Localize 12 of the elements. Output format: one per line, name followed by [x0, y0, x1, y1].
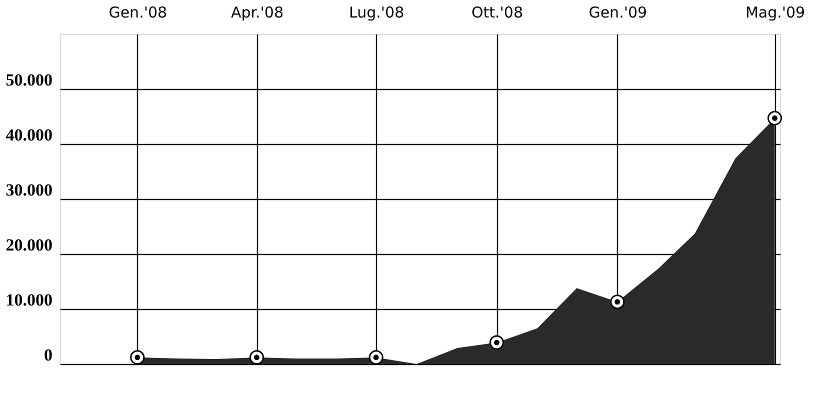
x-tick-label: Gen.'08 — [108, 4, 168, 22]
y-tick-label: 50.000 — [6, 70, 52, 90]
x-tick-label: Lug.'08 — [349, 4, 404, 22]
x-tick-label: Gen.'09 — [588, 4, 648, 22]
x-tick-label: Mag.'09 — [745, 4, 806, 22]
y-tick-label: 20.000 — [6, 236, 52, 254]
y-tick-label: 10.000 — [6, 290, 52, 310]
y-tick-label: 0 — [44, 346, 52, 364]
y-tick-label: 30.000 — [6, 180, 52, 200]
x-tick-label: Ott.'08 — [471, 4, 524, 22]
y-tick-label: 40.000 — [6, 126, 52, 144]
x-tick-label: Apr.'08 — [230, 4, 284, 22]
